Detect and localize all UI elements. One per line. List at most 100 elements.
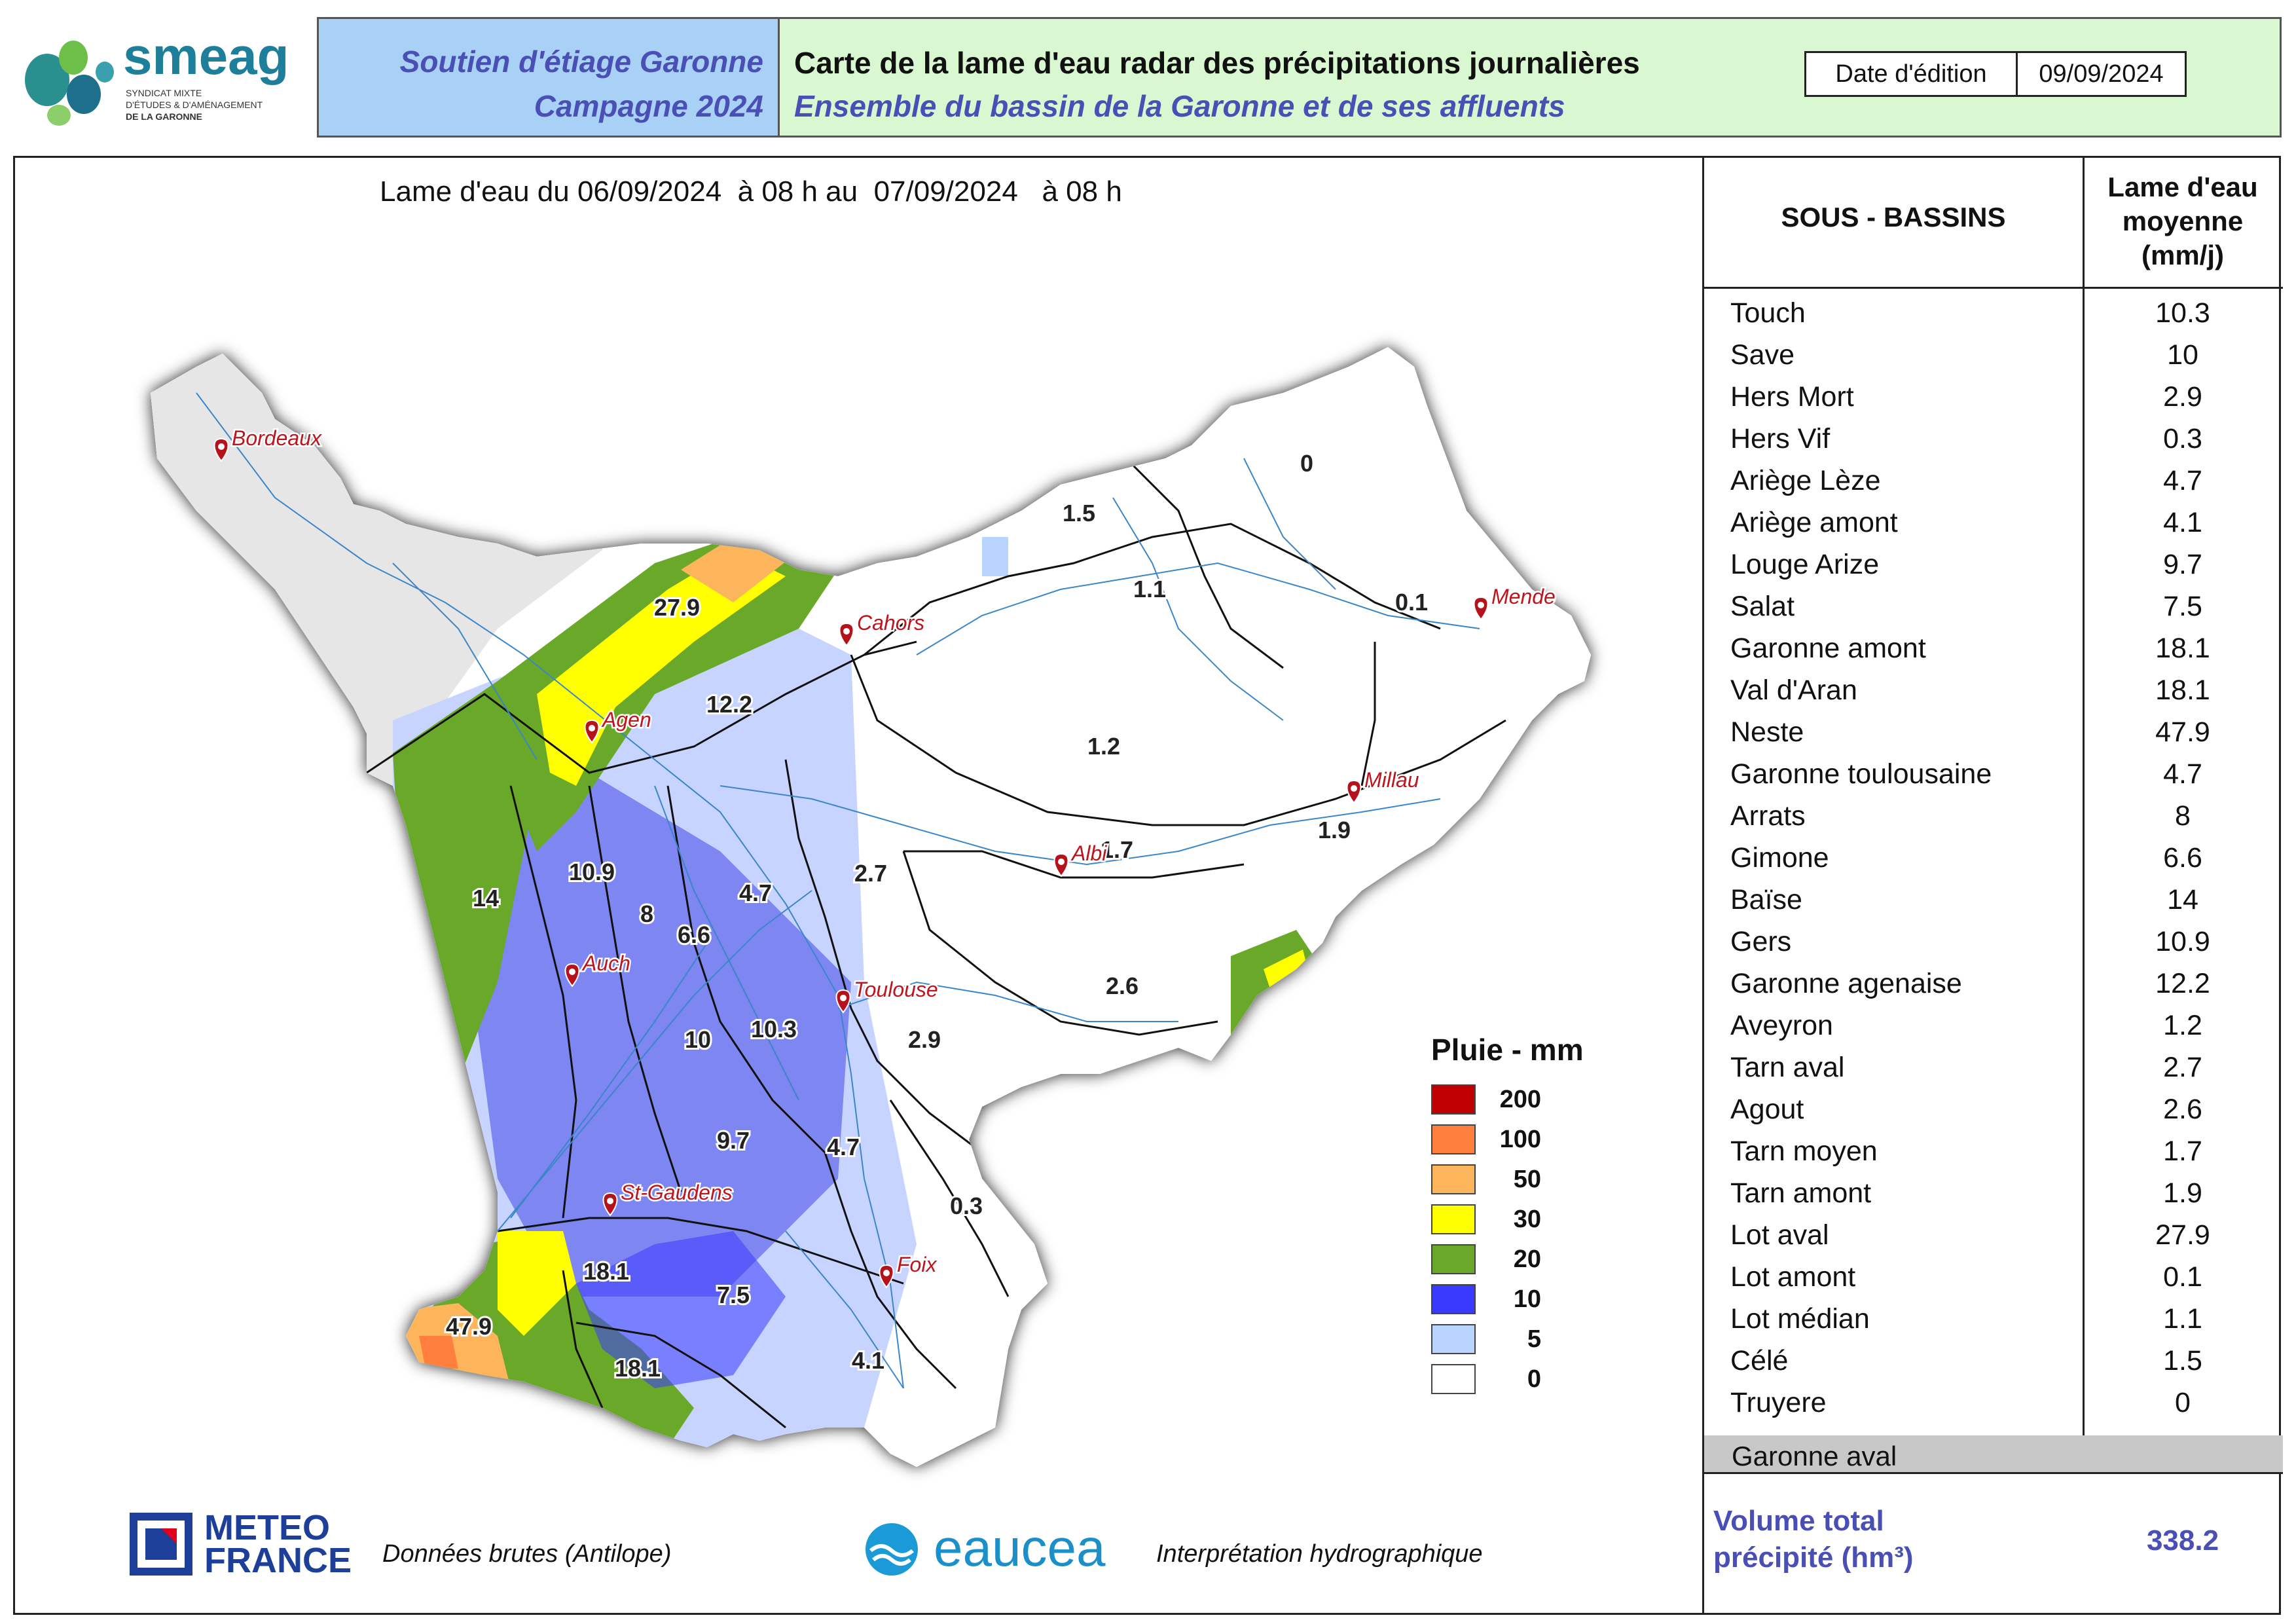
- subbasin-value-label: 27.9: [654, 594, 700, 621]
- subbasin-name: Val d'Aran: [1730, 674, 1857, 706]
- subbasin-value-label: 2.6: [1106, 972, 1139, 999]
- legend-item: 0: [1431, 1364, 1541, 1394]
- table-row: Save 10: [1704, 333, 2283, 375]
- city-label: Cahors: [857, 611, 924, 635]
- campaign-header: Soutien d'étiage Garonne Campagne 2024: [317, 17, 780, 138]
- edition-date-value: 09/09/2024: [2039, 60, 2164, 88]
- legend-item: 10: [1431, 1284, 1541, 1314]
- subbasin-value: 1.5: [2163, 1345, 2202, 1376]
- edition-date-label: Date d'édition: [1806, 53, 2018, 95]
- header-divider: [1704, 287, 2283, 289]
- subbasin-table: SOUS - BASSINS Lame d'eau moyenne (mm/j)…: [1702, 156, 2283, 1615]
- table-row: Truyere 0: [1704, 1380, 2283, 1422]
- city-label: Toulouse: [854, 978, 938, 1001]
- legend-item: 50: [1431, 1164, 1541, 1194]
- city-label: Millau: [1364, 768, 1419, 792]
- subbasin-value: 1.9: [2163, 1177, 2202, 1209]
- smeag-logo-sub2: D'ÉTUDES & D'AMÉNAGEMENT: [126, 100, 263, 110]
- subbasin-value: 14: [2167, 884, 2198, 915]
- grey-row-value-cell: [2083, 1435, 2283, 1472]
- legend-swatch: [1431, 1284, 1476, 1314]
- subbasin-value: 18.1: [2155, 674, 2210, 706]
- map-title: Lame d'eau du 06/09/2024 à 08 h au 07/09…: [380, 175, 1122, 208]
- smeag-logo: smeag SYNDICAT MIXTE D'ÉTUDES & D'AMÉNAG…: [13, 17, 301, 138]
- legend-title: Pluie - mm: [1431, 1033, 1584, 1067]
- legend-swatch: [1431, 1204, 1476, 1234]
- table-row: Lot amont 0.1: [1704, 1255, 2283, 1297]
- table-row: Lot aval 27.9: [1704, 1213, 2283, 1255]
- subbasin-value: 0.3: [2163, 423, 2202, 454]
- subbasin-value: 9.7: [2163, 549, 2202, 580]
- legend-label: 30: [1513, 1205, 1541, 1233]
- meteo-caption: Données brutes (Antilope): [382, 1540, 672, 1568]
- subbasin-value: 10: [2167, 339, 2198, 371]
- table-row: Louge Arize 9.7: [1704, 542, 2283, 584]
- city-label: Foix: [897, 1253, 937, 1276]
- subbasin-value-label: 4.7: [739, 879, 772, 906]
- table-row: Garonne agenaise 12.2: [1704, 961, 2283, 1003]
- map-pin-dot: [840, 995, 847, 1001]
- total-label-l1: Volume total: [1713, 1505, 1884, 1537]
- map-pin-dot: [1058, 858, 1065, 865]
- legend-swatch: [1431, 1244, 1476, 1274]
- legend-swatch: [1431, 1124, 1476, 1154]
- subbasin-name: Garonne toulousaine: [1730, 758, 1992, 790]
- legend-label: 10: [1513, 1285, 1541, 1313]
- subbasin-name: Lot médian: [1730, 1303, 1870, 1335]
- city-marker: Bordeaux: [213, 425, 323, 462]
- subbasin-value: 4.1: [2163, 507, 2202, 538]
- city-marker: Albi: [1053, 840, 1109, 877]
- col-lame-header-l3: (mm/j): [2141, 240, 2224, 270]
- subbasin-value-label: 0.3: [950, 1192, 983, 1219]
- legend-item: 200: [1431, 1084, 1541, 1115]
- table-row: Hers Vif 0.3: [1704, 416, 2283, 458]
- subbasin-value: 1.2: [2163, 1010, 2202, 1041]
- city-label: Bordeaux: [232, 426, 322, 450]
- map-pin-dot: [569, 969, 575, 975]
- subbasin-name: Garonne amont: [1730, 633, 1926, 664]
- map-pin-dot: [589, 725, 595, 731]
- subbasin-value: 0: [2175, 1387, 2191, 1418]
- table-row: Gers 10.9: [1704, 919, 2283, 961]
- subbasin-name: Garonne agenaise: [1730, 968, 1962, 999]
- subbasin-name: Gimone: [1730, 842, 1829, 874]
- subbasin-value: 12.2: [2155, 968, 2210, 999]
- table-row: Tarn amont 1.9: [1704, 1171, 2283, 1213]
- subbasin-value: 2.9: [2163, 381, 2202, 413]
- table-row: Célé 1.5: [1704, 1338, 2283, 1380]
- smeag-logo-sub3: DE LA GARONNE: [126, 111, 202, 122]
- subbasin-name: Truyere: [1730, 1387, 1827, 1418]
- col-lame-header-l2: moyenne: [2122, 206, 2244, 236]
- city-marker: Toulouse: [835, 976, 939, 1014]
- eaucea-name: eaucea: [934, 1519, 1106, 1577]
- meteo-france-l1: METEO: [204, 1508, 331, 1547]
- subbasin-name: Ariège Lèze: [1730, 465, 1881, 496]
- table-row: Tarn aval 2.7: [1704, 1045, 2283, 1087]
- city-label: St-Gaudens: [621, 1181, 733, 1204]
- smeag-logo-sub1: SYNDICAT MIXTE: [126, 88, 202, 98]
- city-label: Mende: [1491, 585, 1556, 608]
- subbasin-value-label: 1.9: [1318, 817, 1351, 843]
- subbasin-value: 6.6: [2163, 842, 2202, 874]
- table-row: Tarn moyen 1.7: [1704, 1129, 2283, 1171]
- subbasin-value: 1.7: [2163, 1135, 2202, 1167]
- eaucea-caption: Interprétation hydrographique: [1156, 1540, 1483, 1568]
- campaign-line2: Campagne 2024: [534, 89, 763, 123]
- legend-label: 200: [1499, 1085, 1541, 1113]
- city-layer: Bordeaux Cahors Mende Agen Millau Albi Auch Tou…: [213, 425, 1557, 1289]
- legend-label: 0: [1527, 1365, 1541, 1393]
- table-row: Gimone 6.6: [1704, 836, 2283, 877]
- subbasin-value-label: 6.6: [678, 921, 710, 948]
- subbasin-value: 4.7: [2163, 758, 2202, 790]
- city-label: Auch: [581, 951, 630, 975]
- city-marker: Mende: [1473, 583, 1557, 621]
- map-pin-dot: [607, 1198, 613, 1204]
- subbasin-value-label: 12.2: [706, 691, 752, 718]
- subbasin-value: 18.1: [2155, 633, 2210, 664]
- map-pin-dot: [1351, 785, 1357, 792]
- subbasin-value-label: 4.7: [827, 1134, 860, 1160]
- subbasin-name: Agout: [1730, 1094, 1804, 1125]
- title-line2: Ensemble du bassin de la Garonne et de s…: [794, 89, 1565, 123]
- table-row: Garonne toulousaine 4.7: [1704, 752, 2283, 794]
- table-row: Ariège amont 4.1: [1704, 500, 2283, 542]
